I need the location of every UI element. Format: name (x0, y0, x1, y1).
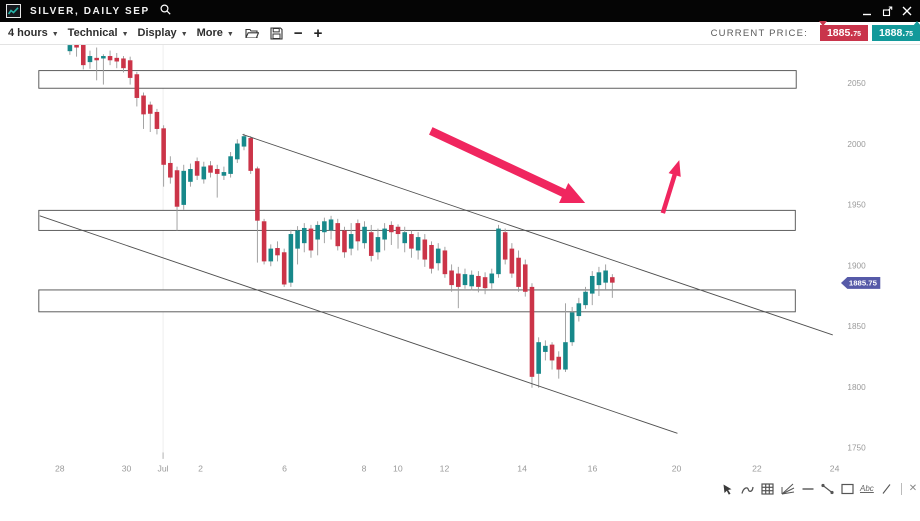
price-up-arrow-icon (913, 21, 920, 26)
candlestick-chart[interactable]: 2050 2000 1950 1900 1850 1800 1750 28 30 Jul 2 6 8 10… (0, 45, 920, 521)
timeframe-menu[interactable]: 4 hours ▼ (8, 27, 59, 39)
bearish-annotation-arrow (429, 127, 586, 204)
svg-text:10: 10 (393, 464, 403, 474)
lower-descending-trendline (39, 215, 678, 434)
price-down-arrow-icon (819, 21, 827, 26)
svg-text:22: 22 (752, 464, 762, 474)
toolbar-divider (900, 482, 902, 495)
trendline-tool-icon[interactable] (820, 481, 835, 496)
chart-title: SILVER, DAILY SEP (30, 5, 150, 17)
technical-menu-label: Technical (67, 27, 118, 39)
svg-text:24: 24 (830, 464, 840, 474)
restore-button[interactable] (880, 4, 894, 18)
zoom-in-button[interactable]: + (313, 24, 323, 42)
svg-text:12: 12 (440, 464, 450, 474)
display-menu-label: Display (137, 27, 177, 39)
svg-text:14: 14 (517, 464, 527, 474)
svg-text:28: 28 (55, 464, 65, 474)
grid-tool-icon[interactable] (760, 481, 775, 496)
middle-resistance-zone (38, 209, 796, 231)
technical-menu[interactable]: Technical ▼ (68, 27, 129, 39)
svg-text:16: 16 (588, 464, 598, 474)
upper-descending-trendline (242, 133, 833, 336)
svg-text:6: 6 (282, 464, 287, 474)
curve-tool-icon[interactable] (740, 481, 755, 496)
candlestick-series (67, 45, 615, 388)
svg-text:2000: 2000 (847, 140, 866, 149)
chevron-down-icon: ▼ (121, 30, 129, 38)
svg-text:2050: 2050 (847, 79, 866, 88)
last-price-badge: 1885.75 (840, 277, 881, 289)
chart-area[interactable]: 2050 2000 1950 1900 1850 1800 1750 28 30 Jul 2 6 8 10… (0, 45, 920, 521)
chevron-down-icon: ▼ (180, 30, 188, 38)
ask-price-value: 1888. (878, 27, 906, 39)
lower-support-zone (38, 289, 796, 313)
zoom-out-button[interactable]: − (293, 24, 303, 42)
ray-tool-icon[interactable] (879, 481, 894, 496)
timeframe-menu-label: 4 hours (8, 27, 48, 39)
svg-text:8: 8 (362, 464, 367, 474)
svg-text:1850: 1850 (847, 322, 866, 331)
chevron-down-icon: ▼ (226, 30, 234, 38)
more-menu-label: More (196, 27, 223, 39)
app-logo-icon (6, 4, 21, 18)
rectangle-tool-icon[interactable] (840, 481, 855, 496)
svg-text:1885.75: 1885.75 (849, 279, 878, 288)
current-price-label: CURRENT PRICE: (710, 27, 808, 39)
fan-lines-tool-icon[interactable] (780, 481, 795, 496)
search-icon[interactable] (160, 2, 171, 20)
open-folder-icon[interactable] (245, 27, 259, 39)
bid-price-badge: 1885. 75 (819, 21, 868, 41)
close-button[interactable] (900, 4, 914, 18)
cursor-tool-icon[interactable] (720, 481, 735, 496)
upper-resistance-zone (38, 70, 797, 89)
main-toolbar: 4 hours ▼ Technical ▼ Display ▼ More ▼ − + C… (0, 21, 920, 45)
svg-text:1950: 1950 (847, 201, 866, 210)
svg-text:2: 2 (198, 464, 203, 474)
ask-price-badge: 1888. 75 (872, 21, 920, 41)
window-controls (860, 4, 920, 18)
svg-text:1800: 1800 (847, 383, 866, 392)
save-icon[interactable] (270, 26, 283, 40)
chevron-down-icon: ▼ (51, 30, 59, 38)
horizontal-line-tool-icon[interactable] (800, 481, 815, 496)
svg-text:1750: 1750 (847, 444, 866, 453)
svg-text:1900: 1900 (847, 261, 866, 270)
price-axis: 2050 2000 1950 1900 1850 1800 1750 (847, 79, 866, 453)
window-titlebar: SILVER, DAILY SEP (0, 0, 920, 22)
minimize-button[interactable] (860, 4, 874, 18)
bullish-annotation-arrow (660, 160, 681, 214)
svg-text:20: 20 (672, 464, 682, 474)
display-menu[interactable]: Display ▼ (138, 27, 188, 39)
svg-text:30: 30 (122, 464, 132, 474)
close-toolbar-icon[interactable]: ✕ (908, 482, 918, 494)
more-menu[interactable]: More ▼ (197, 27, 234, 39)
time-axis: 28 30 Jul 2 6 8 10 12 14 16 20 22 24 (55, 452, 840, 474)
current-price-area: CURRENT PRICE: 1885. 75 1888. 75 (710, 21, 920, 41)
drawing-toolbar: Abc ✕ (720, 481, 917, 496)
text-tool-icon[interactable]: Abc (860, 484, 874, 493)
bid-price-value: 1885. (826, 27, 854, 39)
svg-text:Jul: Jul (158, 464, 169, 474)
